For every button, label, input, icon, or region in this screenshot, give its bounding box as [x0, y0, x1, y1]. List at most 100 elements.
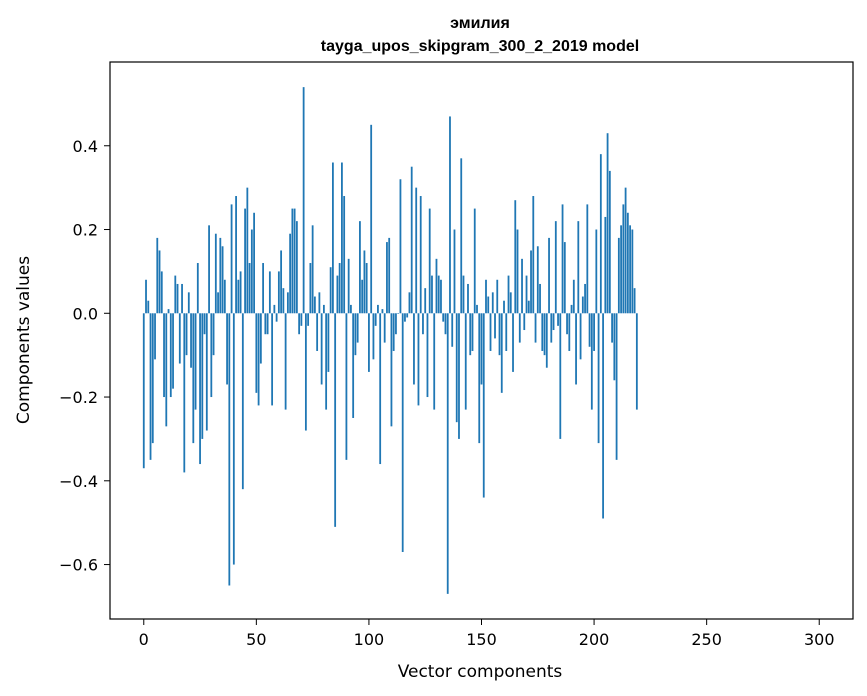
bar: [253, 212, 255, 314]
bar: [498, 313, 501, 356]
chart-subtitle: tayga_upos_skipgram_300_2_2019 model: [321, 38, 639, 55]
bar: [318, 292, 321, 314]
bar: [347, 258, 350, 314]
bar: [606, 133, 609, 314]
bar: [485, 279, 487, 314]
bar: [266, 313, 269, 335]
bar: [433, 313, 436, 410]
bar: [363, 250, 366, 314]
bar: [536, 246, 539, 314]
bar: [291, 208, 294, 314]
bar: [273, 304, 276, 314]
bar: [525, 275, 528, 314]
bar: [631, 229, 634, 314]
bar: [338, 263, 341, 314]
bar: [336, 275, 339, 314]
bar: [505, 313, 508, 351]
bar: [455, 313, 458, 423]
bar: [597, 313, 600, 444]
bar: [568, 313, 571, 351]
y-tick-label: −0.4: [59, 472, 98, 491]
bar: [226, 313, 228, 385]
bar: [147, 300, 150, 314]
bar: [566, 313, 568, 335]
bar: [431, 275, 433, 314]
bar: [563, 242, 566, 314]
bar: [208, 225, 210, 314]
bar: [163, 313, 165, 398]
bar: [383, 313, 386, 343]
bar-series: [142, 87, 638, 594]
bar: [289, 233, 292, 314]
bar: [284, 313, 287, 410]
bar: [221, 246, 224, 314]
bar: [518, 313, 521, 343]
bar: [190, 313, 192, 368]
bar: [408, 292, 411, 314]
bar: [491, 292, 494, 314]
bar: [516, 229, 519, 314]
bar: [527, 300, 530, 314]
bar: [183, 313, 186, 473]
bar: [327, 313, 330, 372]
bar: [332, 162, 334, 314]
bar: [300, 313, 303, 326]
bar: [570, 304, 573, 314]
bar: [359, 221, 361, 314]
bar: [552, 313, 555, 331]
bar: [451, 313, 454, 347]
bar: [174, 275, 177, 314]
bar: [354, 313, 357, 356]
bar: [361, 279, 364, 314]
bar: [437, 275, 440, 314]
x-tick-label: 200: [579, 630, 610, 649]
x-axis-ticks: 0 50 100 150 200 250 300: [139, 619, 835, 649]
bar: [561, 204, 564, 314]
bar: [629, 225, 631, 314]
chart-title: эмилия: [450, 15, 510, 32]
bar: [622, 204, 625, 314]
bar: [521, 258, 523, 314]
bar: [442, 313, 445, 322]
bar: [577, 221, 580, 314]
bar: [237, 279, 240, 314]
bar: [617, 237, 620, 314]
bar: [590, 313, 593, 410]
bar: [257, 313, 260, 406]
bar: [239, 271, 242, 314]
bar: [611, 313, 613, 343]
bar: [282, 288, 285, 314]
bar: [449, 116, 451, 314]
y-tick-label: 0.2: [73, 221, 98, 240]
bar: [514, 200, 517, 314]
bar: [178, 313, 181, 364]
bar: [435, 258, 438, 314]
bar: [539, 283, 541, 314]
bar: [302, 87, 305, 314]
bar: [624, 187, 627, 314]
bar: [352, 313, 355, 418]
bar: [304, 313, 307, 431]
bar: [228, 313, 231, 586]
x-tick-label: 150: [466, 630, 497, 649]
bar: [160, 271, 163, 314]
bar: [579, 313, 582, 360]
bar: [280, 250, 283, 314]
x-tick-label: 300: [804, 630, 835, 649]
bar: [381, 309, 384, 314]
bar: [548, 237, 550, 314]
bar: [554, 221, 557, 314]
bar: [259, 313, 262, 364]
x-tick-label: 100: [354, 630, 385, 649]
bar: [194, 313, 197, 410]
bar: [440, 279, 442, 314]
bar: [399, 179, 402, 314]
bar: [462, 275, 465, 314]
plot-frame: [109, 61, 854, 620]
y-tick-label: 0.4: [73, 137, 98, 156]
bar: [401, 313, 404, 552]
bar: [446, 313, 449, 594]
bar: [523, 313, 526, 331]
bar: [264, 313, 267, 335]
